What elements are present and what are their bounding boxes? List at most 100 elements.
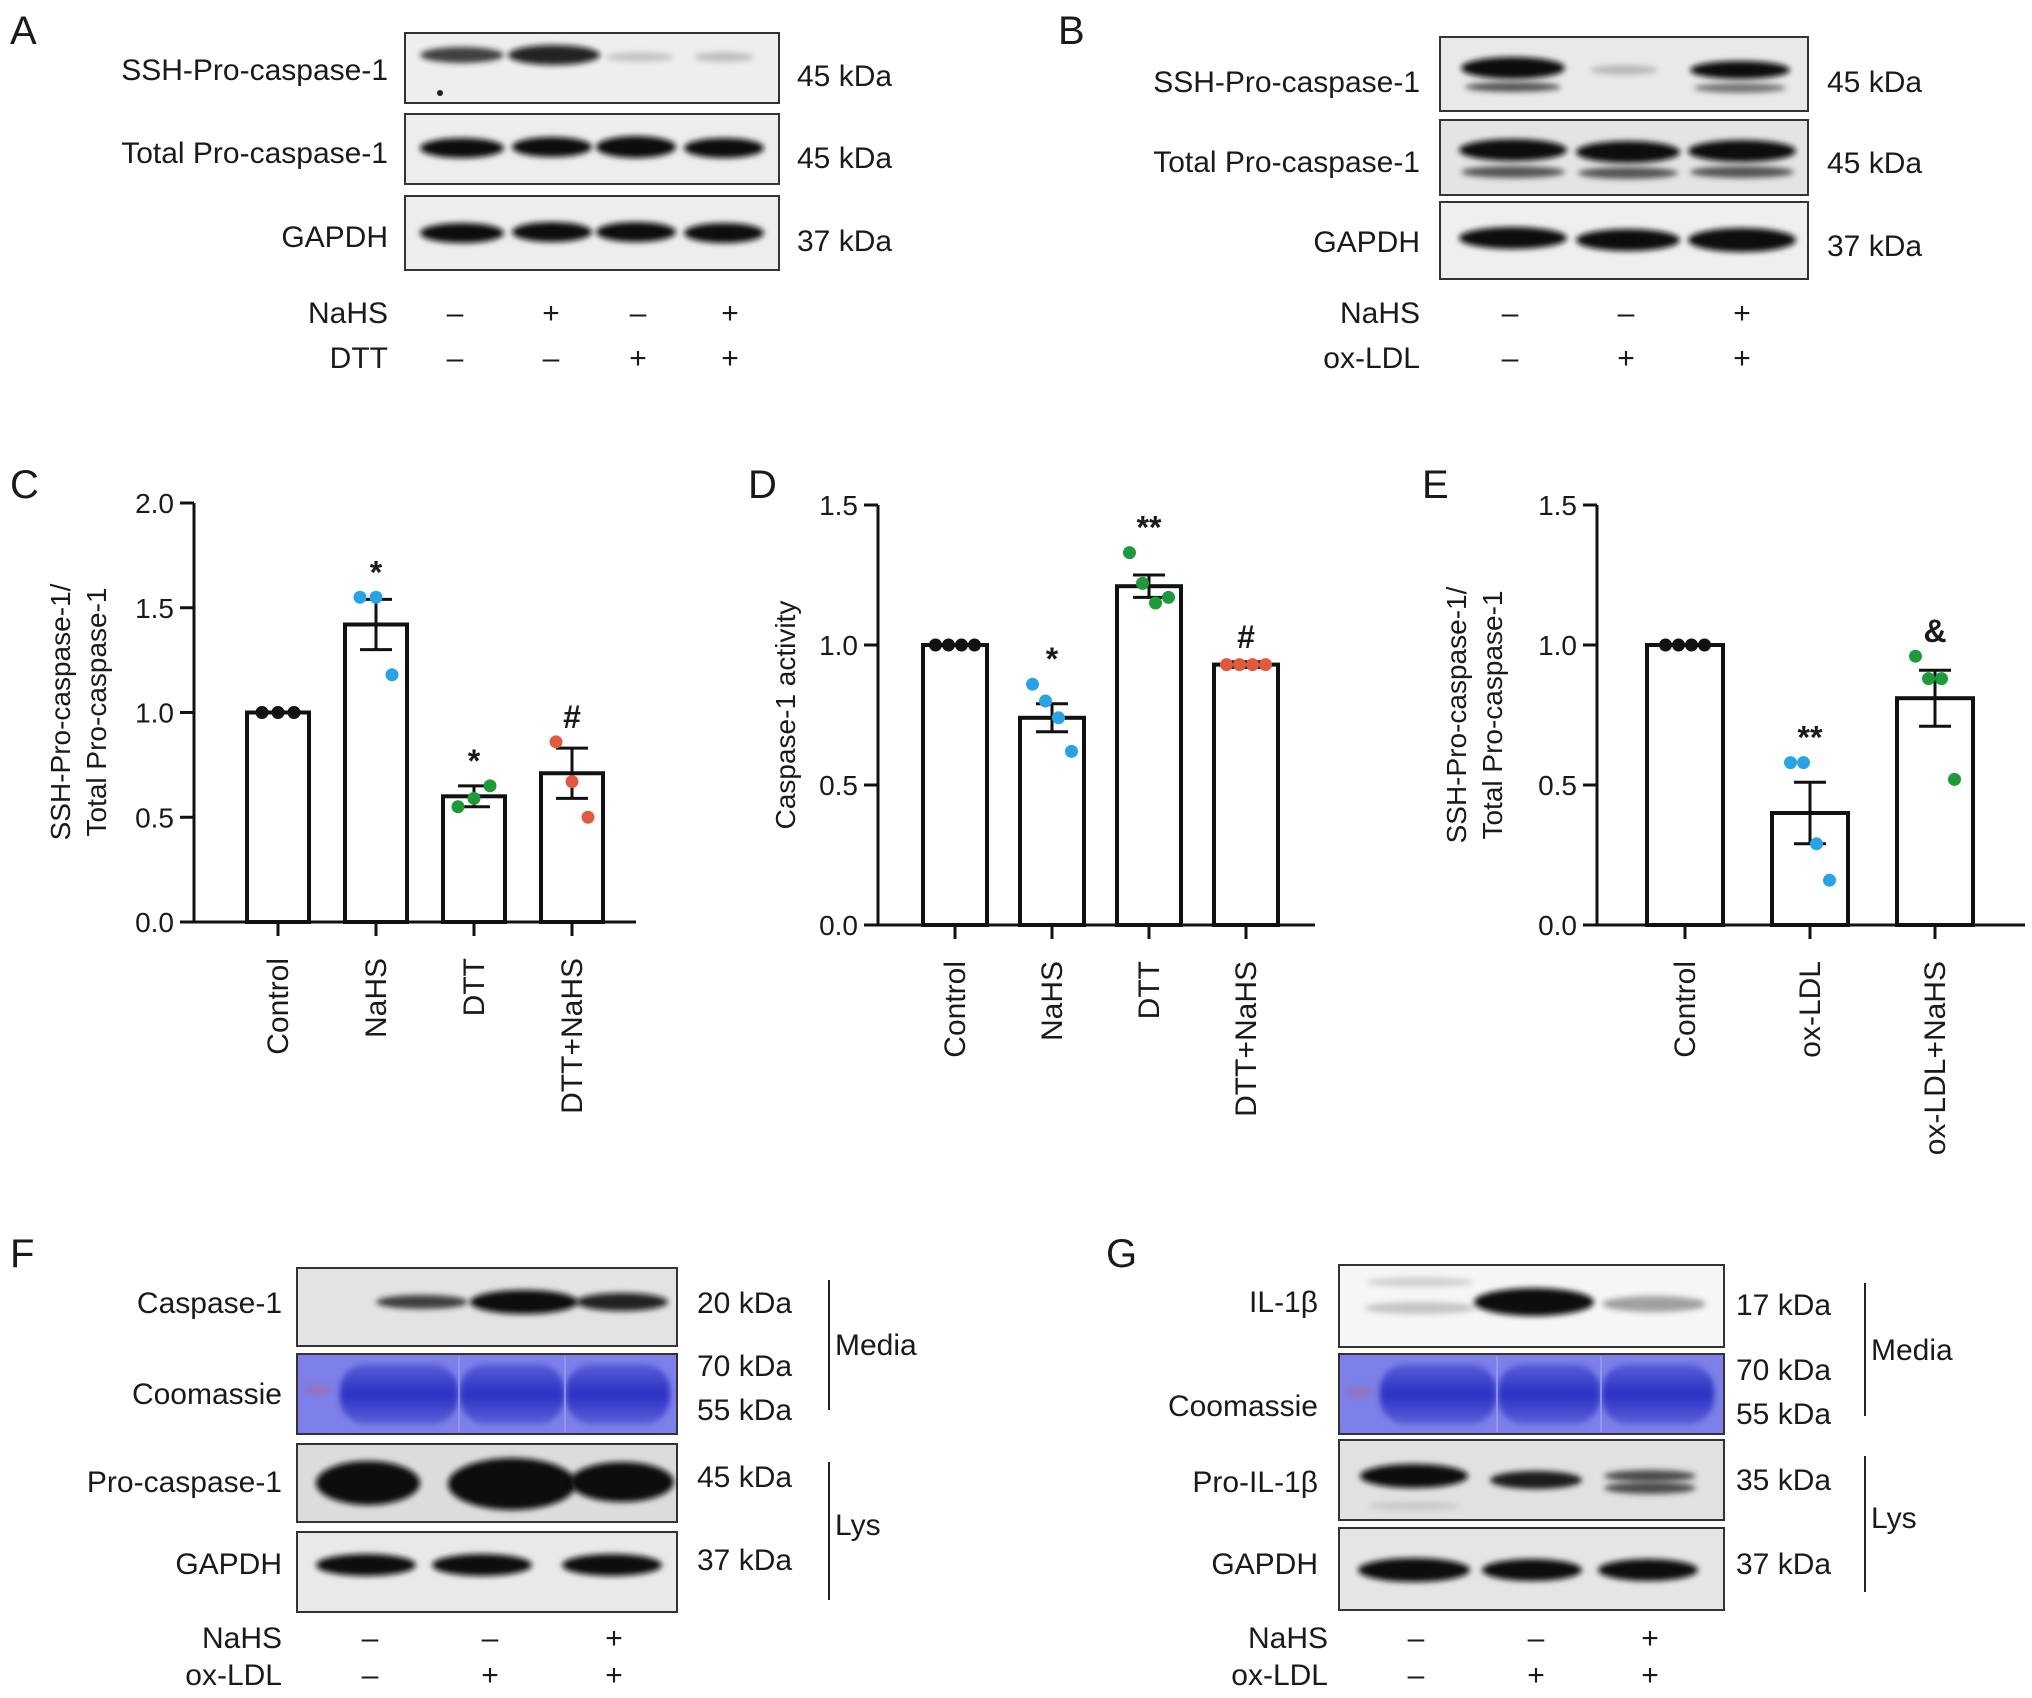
data-point [1797, 756, 1810, 770]
blot-row-f-gapdh [296, 1531, 678, 1613]
data-point [1162, 590, 1175, 604]
treatment-sign: – [1408, 1659, 1425, 1692]
treatment-sign: + [542, 297, 560, 330]
data-point [271, 706, 285, 719]
row-label: GAPDH [1313, 226, 1420, 259]
data-point [1685, 638, 1698, 652]
row-label: SSH-Pro-caspase-1 [121, 54, 388, 87]
y-tick-label: 2.0 [135, 488, 174, 519]
kda-label: 37 kDa [697, 1544, 792, 1577]
blot-row-a-ssh [404, 32, 780, 104]
treatment-sign: – [1528, 1622, 1545, 1655]
data-point [353, 590, 367, 604]
treatment-sign: + [721, 342, 739, 375]
data-point [1246, 658, 1259, 672]
y-axis-label: SSH-Pro-caspase-1/ [45, 583, 76, 840]
blot-row-g-proil1b [1338, 1439, 1725, 1521]
kda-label: 45 kDa [797, 60, 892, 93]
data-point [929, 638, 942, 652]
y-tick-label: 1.5 [1538, 490, 1577, 521]
row-label: Total Pro-caspase-1 [121, 137, 388, 170]
y-tick-label: 0.0 [819, 910, 858, 941]
bar [1645, 643, 1725, 927]
blot-row-f-procaspase [296, 1443, 678, 1523]
panel-letter-b: B [1058, 9, 1085, 53]
blot-row-g-gapdh [1338, 1527, 1725, 1611]
kda-label: 37 kDa [797, 225, 892, 258]
treatment-name: NaHS [308, 297, 388, 330]
panel-letter-g: G [1106, 1232, 1137, 1276]
kda-label: 45 kDa [1827, 66, 1922, 99]
group-label: Lys [835, 1509, 881, 1542]
data-point [1922, 672, 1935, 686]
y-tick-label: 1.5 [135, 593, 174, 624]
treatment-sign: + [605, 1622, 623, 1655]
y-tick-label: 1.0 [819, 630, 858, 661]
row-label: Coomassie [1168, 1390, 1318, 1423]
chart-panel-e: E 0.0 0.5 1.0 1.5 SSH-Pro-caspase-1/Total Pro… [1422, 463, 2025, 1155]
data-point [968, 638, 981, 652]
kda-label: 70 kDa [697, 1350, 792, 1383]
bar [1018, 715, 1086, 927]
y-tick-label: 1.0 [1538, 630, 1577, 661]
data-point [1698, 638, 1711, 652]
data-point [1220, 658, 1233, 672]
blot-row-b-ssh [1439, 36, 1809, 112]
significance-marker: * [370, 554, 383, 590]
treatment-sign: + [481, 1659, 499, 1692]
panel-letter: C [10, 463, 39, 507]
treatment-sign: – [1502, 297, 1519, 330]
group-label: Media [835, 1329, 917, 1362]
bar [921, 643, 989, 927]
data-point [581, 810, 595, 824]
row-label: SSH-Pro-caspase-1 [1153, 66, 1420, 99]
y-tick-label: 0.0 [1538, 910, 1577, 941]
significance-marker: # [1237, 619, 1255, 655]
significance-marker: ** [1137, 510, 1162, 546]
significance-marker: # [563, 699, 581, 735]
treatment-name: ox-LDL [1231, 1659, 1328, 1692]
y-tick-label: 0.0 [135, 907, 174, 938]
panel-f: F Caspase-1 Cooma [10, 1232, 917, 1692]
treatment-name: ox-LDL [185, 1659, 282, 1692]
data-point [1672, 638, 1685, 652]
data-point [1233, 658, 1246, 672]
panel-letter-a: A [10, 9, 37, 53]
panel-letter-f: F [10, 1232, 34, 1276]
panel-b: B SSH-Pro-caspase-1 Total Pro-caspase-1 [1058, 9, 1922, 375]
data-point [1123, 546, 1136, 560]
treatment-name: NaHS [1248, 1622, 1328, 1655]
blot-row-a-gapdh [404, 195, 780, 271]
bar [1115, 584, 1183, 927]
data-point [1909, 649, 1922, 663]
treatment-sign: + [1641, 1659, 1659, 1692]
treatment-name: ox-LDL [1323, 342, 1420, 375]
kda-label: 35 kDa [1736, 1464, 1831, 1497]
data-point [942, 638, 955, 652]
treatment-name: NaHS [202, 1622, 282, 1655]
data-point [1149, 596, 1162, 610]
data-point [467, 791, 481, 805]
category-label: DTT [458, 958, 491, 1016]
bar [245, 710, 311, 924]
treatment-name: NaHS [1340, 297, 1420, 330]
kda-label: 37 kDa [1736, 1548, 1831, 1581]
treatment-sign: + [1733, 297, 1751, 330]
kda-label: 55 kDa [1736, 1398, 1831, 1431]
data-point [955, 638, 968, 652]
treatment-sign: + [721, 297, 739, 330]
significance-marker: & [1923, 613, 1946, 649]
group-label: Lys [1871, 1502, 1917, 1535]
y-axis-label: Caspase-1 activity [770, 601, 801, 830]
row-label: Pro-IL-1β [1192, 1466, 1318, 1499]
bar [343, 622, 409, 924]
data-point [369, 590, 383, 604]
row-label: Total Pro-caspase-1 [1153, 146, 1420, 179]
category-label: NaHS [360, 958, 393, 1038]
data-point [255, 706, 269, 719]
kda-label: 37 kDa [1827, 230, 1922, 263]
treatment-sign: – [362, 1622, 379, 1655]
data-point [1065, 744, 1078, 758]
data-point [1052, 711, 1065, 725]
